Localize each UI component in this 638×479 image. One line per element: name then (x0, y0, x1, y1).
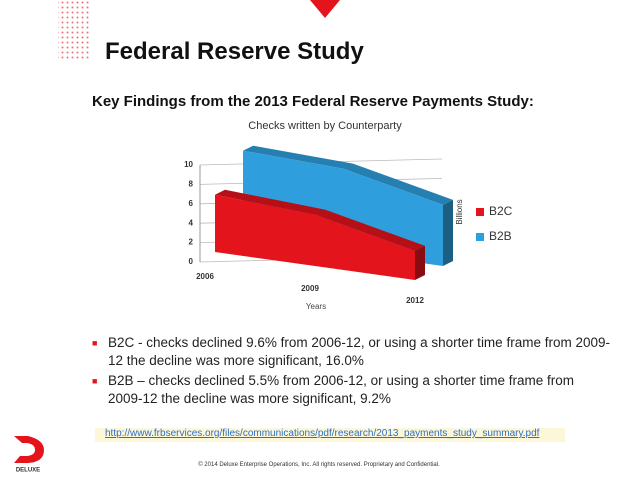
x-tick-label: 2006 (196, 272, 214, 281)
slide-title: Federal Reserve Study (105, 38, 364, 65)
area-side-face (443, 199, 453, 266)
y-tick-label: 8 (189, 180, 194, 189)
area-top-face (215, 189, 425, 251)
legend-swatch (476, 208, 484, 216)
source-link[interactable]: http://www.frbservices.org/files/communi… (105, 428, 540, 439)
y-tick-label: 0 (189, 257, 194, 266)
area-top-face (243, 145, 453, 205)
legend-swatch (476, 233, 484, 241)
bullet-text: B2C - checks declined 9.6% from 2006-12,… (108, 335, 610, 368)
bullet: ■ B2B – checks declined 5.5% from 2006-12… (92, 372, 612, 408)
logo-mark (14, 436, 44, 463)
bullet: ■ B2C - checks declined 9.6% from 2006-12… (92, 334, 612, 370)
chart-title: Checks written by Counterparty (248, 120, 402, 132)
legend-label: B2C (489, 204, 513, 218)
y-tick-label: 6 (189, 199, 194, 208)
bullet-text: B2B – checks declined 5.5% from 2006-12,… (108, 373, 574, 406)
subtitle: Key Findings from the 2013 Federal Reser… (92, 93, 534, 110)
y-tick-label: 2 (189, 238, 194, 247)
x-tick-label: 2009 (301, 284, 319, 293)
y-tick-label: 4 (189, 218, 194, 227)
diamond (310, 0, 340, 18)
logo-text: DELUXE (16, 468, 40, 474)
x-axis-title: Years (306, 302, 326, 311)
y-tick-label: 10 (184, 160, 193, 169)
x-tick-label: 2012 (406, 296, 424, 305)
footer: © 2014 Deluxe Enterprise Operations, Inc… (198, 462, 440, 468)
y-axis-title: Billions (455, 199, 464, 224)
dot-pattern (58, 0, 90, 60)
bullet-list: ■ B2C - checks declined 9.6% from 2006-12… (92, 334, 612, 408)
area-side-face (415, 245, 425, 280)
area (215, 194, 415, 280)
legend-label: B2B (489, 229, 512, 243)
